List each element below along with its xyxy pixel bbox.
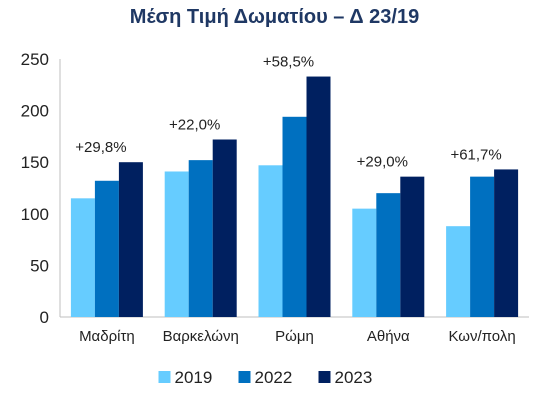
y-tick-label: 200 [21, 102, 49, 121]
chart-title: Μέση Τιμή Δωματίου – Δ 23/19 [129, 6, 420, 28]
bar-2019 [164, 171, 189, 317]
x-tick-label: Ρώμη [275, 328, 314, 345]
bar-2019 [446, 226, 471, 317]
growth-annotation: +22,0% [169, 116, 220, 133]
bar-2019 [258, 165, 283, 317]
bar-2023 [118, 162, 143, 317]
bar-2022 [282, 116, 307, 318]
bar-2019 [70, 198, 95, 317]
bar-2022 [94, 180, 119, 317]
bar-2023 [306, 76, 331, 317]
legend-label: 2019 [175, 368, 213, 387]
y-tick-label: 100 [21, 205, 49, 224]
legend-label: 2022 [255, 368, 293, 387]
growth-annotation: +29,8% [75, 139, 126, 156]
y-tick-label: 150 [21, 153, 49, 172]
y-tick-label: 50 [30, 256, 49, 275]
x-tick-label: Μαδρίτη [79, 328, 135, 345]
x-tick-label: Αθήνα [367, 328, 410, 345]
bar-2023 [212, 139, 237, 317]
growth-annotation: +58,5% [263, 54, 314, 71]
bar-2023 [494, 169, 519, 317]
bar-2023 [400, 176, 425, 317]
legend-swatch-2022 [238, 371, 251, 383]
bar-2022 [376, 193, 401, 317]
y-tick-label: 0 [40, 308, 49, 327]
legend-swatch-2023 [318, 371, 331, 383]
y-tick-label: 250 [21, 50, 49, 69]
x-tick-label: Κων/πολη [448, 328, 515, 345]
legend-label: 2023 [335, 368, 373, 387]
bar-2019 [352, 208, 377, 317]
growth-annotation: +61,7% [450, 146, 501, 163]
x-tick-label: Βαρκελώνη [163, 328, 239, 345]
bar-2022 [188, 160, 213, 317]
growth-annotation: +29,0% [357, 154, 408, 171]
legend-swatch-2019 [158, 371, 171, 383]
bar-2022 [470, 176, 495, 317]
